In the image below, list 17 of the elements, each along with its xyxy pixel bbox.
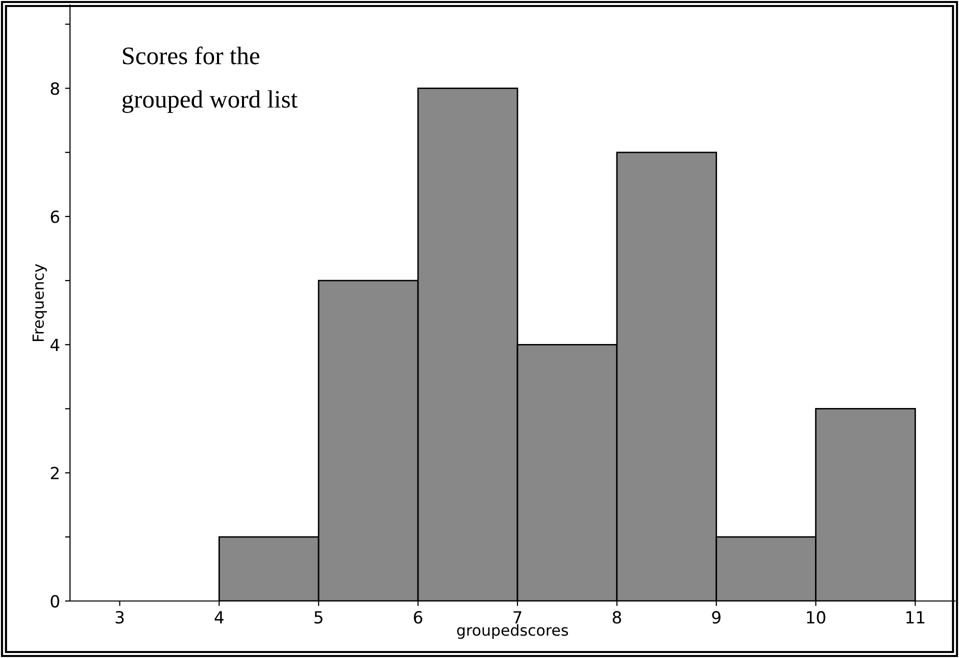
y-tick-label: 2	[50, 466, 59, 480]
x-tick-label: 11	[906, 611, 924, 624]
text: Scores for the grouped word list	[122, 46, 298, 113]
y-axis-title: Frequency	[32, 264, 47, 341]
y-tick-label: 8	[50, 82, 60, 95]
x-tick-label: 4	[214, 611, 224, 624]
y-tick-label: 4	[50, 338, 60, 351]
x-tick-label: 3	[116, 611, 124, 624]
x-tick-label: 8	[612, 611, 622, 624]
x-axis-title: groupedscores	[457, 624, 568, 639]
y-tick-label: 6	[50, 210, 60, 224]
y-tick-label: 0	[50, 594, 60, 608]
x-tick-label: 7	[514, 611, 522, 624]
x-tick-label: 10	[807, 611, 826, 624]
x-tick-label: 5	[314, 611, 322, 624]
x-tick-label: 9	[712, 611, 720, 624]
x-tick-label: 6	[414, 611, 422, 624]
